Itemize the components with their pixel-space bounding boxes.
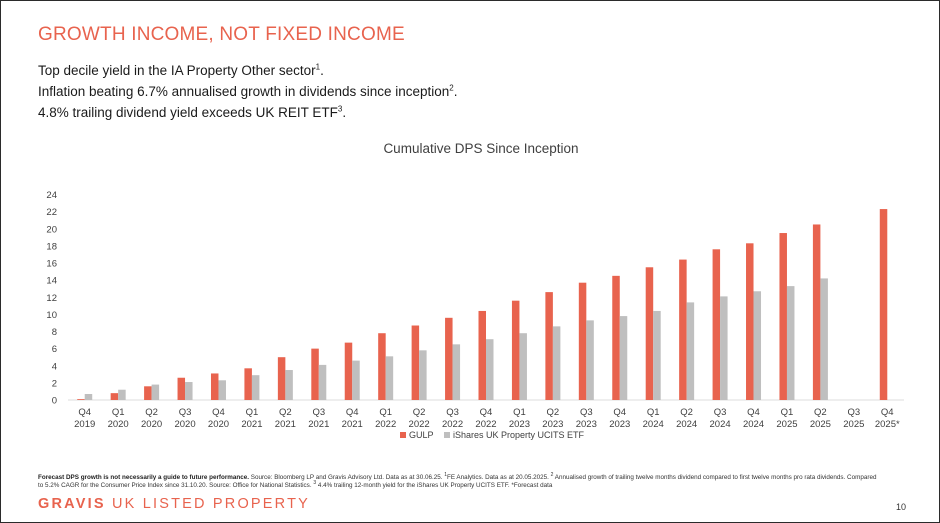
x-tick-label: Q2 2023	[542, 407, 563, 430]
legend-label-ishares: iShares UK Property UCITS ETF	[453, 430, 585, 440]
y-tick-label: 18	[46, 241, 57, 252]
page-number: 10	[895, 502, 906, 512]
gulp-bar	[779, 233, 787, 400]
ishares-bar	[218, 380, 226, 400]
gulp-bar	[210, 373, 219, 400]
y-tick-label: 14	[46, 276, 57, 287]
x-tick-label: Q3 2023	[576, 407, 597, 430]
ishares-bar	[84, 394, 93, 400]
ishares-bar	[251, 375, 260, 400]
x-tick-label: Q3 2025	[843, 407, 864, 430]
ishares-bar	[519, 333, 527, 400]
footnote: Forecast DPS growth is not necessarily a…	[38, 471, 877, 490]
gulp-bar	[411, 325, 420, 400]
x-tick-label: Q3 2022	[442, 407, 463, 430]
x-tick-label: Q4 2024	[743, 407, 764, 430]
x-tick-label: Q4 2020	[208, 407, 229, 430]
legend-swatch-gulp	[400, 432, 406, 438]
ishares-bar	[385, 356, 394, 400]
gulp-bar	[746, 243, 754, 400]
gulp-bar	[612, 275, 620, 400]
gulp-bar	[244, 368, 252, 400]
x-tick-label: Q1 2025	[776, 407, 797, 430]
bullet-1: Top decile yield in the IA Property Othe…	[38, 62, 324, 78]
ishares-bar	[753, 291, 762, 400]
ishares-bar	[285, 370, 293, 400]
bullet-3: 4.8% trailing dividend yield exceeds UK …	[38, 104, 347, 120]
ishares-bar	[118, 389, 126, 400]
x-tick-label: Q2 2020	[141, 407, 162, 430]
gulp-bar	[679, 259, 687, 400]
gulp-bar	[578, 282, 587, 400]
x-tick-label: Q1 2022	[375, 407, 396, 430]
x-tick-label: Q2 2025	[810, 407, 831, 430]
gulp-bar	[110, 393, 119, 400]
ishares-bar	[820, 278, 828, 400]
gulp-bar	[545, 292, 553, 400]
x-tick-label: Q2 2021	[275, 407, 296, 430]
gulp-bar	[77, 399, 85, 400]
bullet-list: Top decile yield in the IA Property Othe…	[38, 60, 458, 123]
x-tick-label: Q3 2021	[308, 407, 329, 430]
ishares-bar	[486, 339, 494, 400]
x-tick-label: Q3 2024	[710, 407, 731, 430]
gulp-bar	[511, 300, 520, 400]
y-tick-label: 4	[52, 361, 57, 372]
gulp-bar	[177, 377, 186, 400]
gulp-bar	[645, 267, 654, 400]
gulp-bar	[812, 224, 821, 400]
y-tick-label: 12	[46, 293, 57, 304]
y-tick-label: 20	[46, 224, 57, 235]
x-tick-label: Q1 2024	[643, 407, 664, 430]
ishares-bar	[686, 302, 695, 400]
x-tick-label: Q4 2023	[609, 407, 630, 430]
gulp-bar	[144, 386, 152, 400]
x-tick-label: Q4 2021	[342, 407, 363, 430]
x-tick-label: Q2 2024	[676, 407, 697, 430]
ishares-bar	[452, 344, 461, 400]
slide-title: GROWTH INCOME, NOT FIXED INCOME	[38, 24, 405, 45]
legend-label-gulp: GULP	[409, 430, 434, 440]
gulp-bar	[311, 348, 319, 400]
ishares-bar	[318, 364, 327, 400]
ishares-bar	[419, 350, 427, 400]
ishares-bar	[619, 316, 628, 400]
ishares-bar	[720, 296, 728, 400]
y-tick-label: 2	[52, 378, 57, 389]
y-tick-label: 24	[46, 190, 57, 201]
gulp-bar	[277, 357, 286, 400]
gulp-bar	[478, 310, 486, 400]
chart-title: Cumulative DPS Since Inception	[383, 141, 579, 156]
gulp-bar	[344, 342, 353, 400]
y-tick-label: 16	[46, 259, 57, 270]
x-tick-label: Q4 2022	[475, 407, 496, 430]
y-tick-label: 22	[46, 207, 57, 218]
ishares-bar	[586, 320, 594, 400]
x-tick-label: Q1 2020	[108, 407, 129, 430]
ishares-bar	[352, 360, 360, 400]
gulp-bar	[712, 249, 721, 400]
y-tick-label: 8	[52, 327, 57, 338]
brand-logo: GRAVIS UK LISTED PROPERTY	[38, 496, 311, 512]
x-tick-label: Q3 2020	[174, 407, 195, 430]
y-tick-label: 10	[46, 310, 57, 321]
gulp-bar	[378, 333, 386, 400]
y-tick-label: 6	[52, 344, 57, 355]
ishares-bar	[552, 326, 561, 400]
x-tick-label: Q4 2025*	[875, 407, 900, 430]
ishares-bar	[786, 286, 795, 400]
ishares-bar	[653, 310, 661, 400]
x-tick-label: Q4 2019	[74, 407, 95, 430]
x-tick-label: Q2 2022	[409, 407, 430, 430]
x-tick-label: Q1 2023	[509, 407, 530, 430]
y-tick-label: 0	[52, 396, 57, 407]
gulp-bar	[445, 317, 453, 400]
x-tick-label: Q1 2021	[241, 407, 262, 430]
ishares-bar	[185, 382, 193, 400]
bullet-2: Inflation beating 6.7% annualised growth…	[38, 83, 458, 99]
legend-swatch-ishares	[444, 432, 450, 438]
ishares-bar	[151, 384, 160, 400]
gulp-bar	[879, 209, 888, 400]
